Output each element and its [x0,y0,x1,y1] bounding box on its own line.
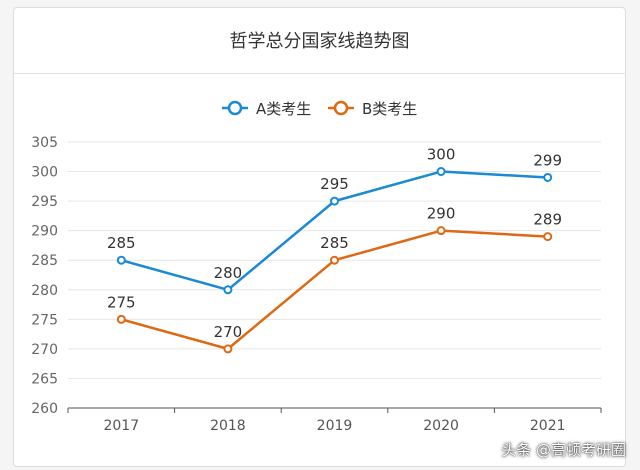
data-label: 275 [107,293,136,311]
y-tick-label: 290 [31,224,58,240]
data-label: 289 [533,211,562,229]
y-tick-label: 285 [31,253,58,269]
chart-card: 哲学总分国家线趋势图 [13,7,626,467]
legend-marker [227,100,243,116]
y-tick-label: 280 [31,283,58,299]
watermark: 头条 @高顿考研圈 [501,441,626,459]
data-point [116,314,126,324]
data-point [543,172,553,182]
x-tick-label: 2020 [423,418,459,434]
data-label: 270 [214,323,243,341]
data-label: 300 [427,146,456,164]
y-tick-label: 305 [31,135,58,151]
data-label: 285 [320,234,349,252]
y-tick-label: 300 [31,165,58,181]
chart-title: 哲学总分国家线趋势图 [14,8,625,74]
x-tick-label: 2019 [317,418,353,434]
data-label: 280 [214,264,243,282]
data-label: 299 [533,151,562,169]
y-tick-label: 270 [31,342,58,358]
data-point [543,232,553,242]
y-tick-label: 260 [31,401,58,417]
legend-marker [333,100,349,116]
data-label: 295 [320,175,349,193]
data-point [223,285,233,295]
data-point [223,344,233,354]
y-tick-label: 295 [31,194,58,210]
data-point [436,167,446,177]
data-label: 290 [427,205,456,223]
x-tick-label: 2017 [103,418,139,434]
y-tick-label: 265 [31,371,58,387]
data-point [436,226,446,236]
data-point [116,255,126,265]
data-point [330,255,339,265]
x-tick-label: 2021 [530,418,566,434]
legend-label: A类考生 [256,100,311,118]
x-tick-label: 2018 [210,418,246,434]
legend-label: B类考生 [362,100,417,118]
data-label: 285 [107,234,136,252]
y-tick-label: 275 [31,312,58,328]
data-point [330,196,339,206]
